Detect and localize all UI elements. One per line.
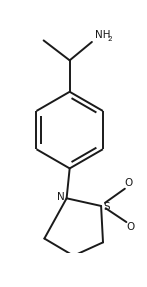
Text: S: S — [104, 202, 110, 212]
Text: 2: 2 — [107, 36, 112, 42]
Text: O: O — [125, 178, 133, 188]
Text: NH: NH — [95, 30, 110, 40]
Text: N: N — [57, 192, 65, 202]
Text: O: O — [127, 222, 135, 232]
